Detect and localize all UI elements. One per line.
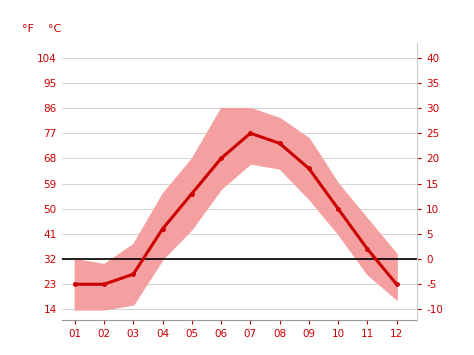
Text: °F: °F (22, 24, 34, 34)
Text: °C: °C (48, 24, 61, 34)
